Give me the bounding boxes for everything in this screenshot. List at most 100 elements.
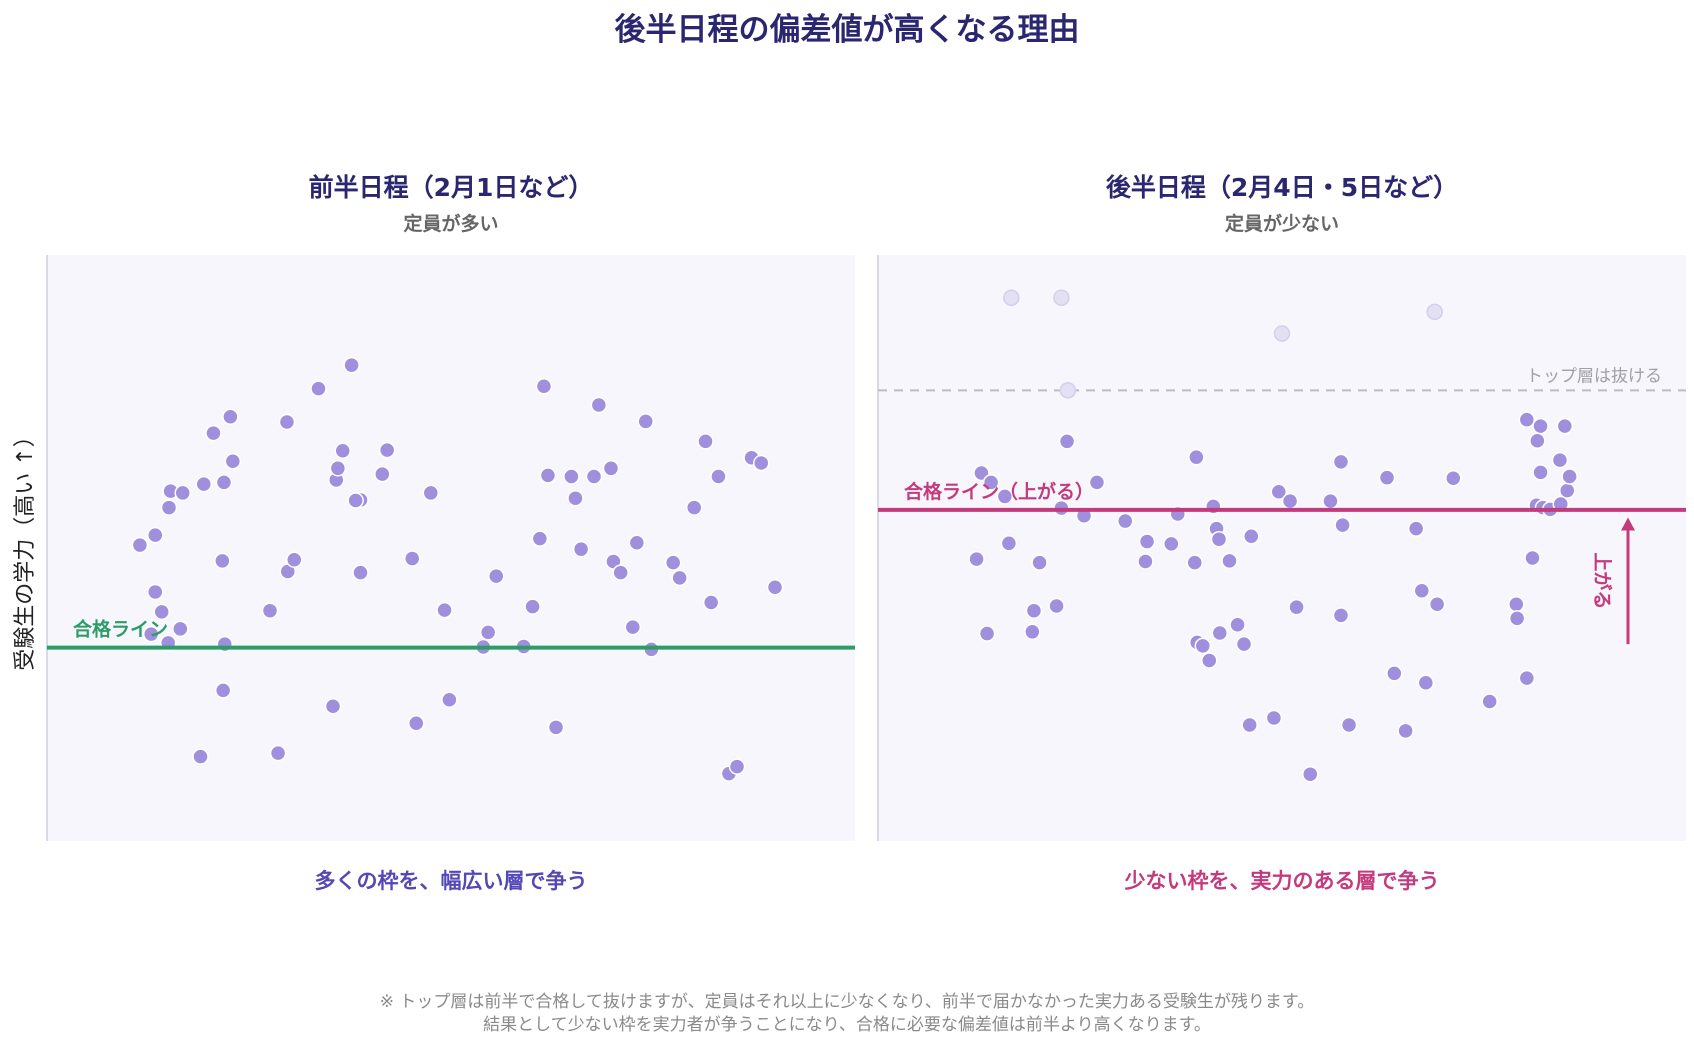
data-point bbox=[602, 460, 620, 477]
data-point bbox=[1386, 665, 1403, 682]
data-point bbox=[310, 380, 327, 397]
panel-late-pass-label: 合格ライン（上がる） bbox=[904, 480, 1094, 503]
panel-late-plot-area bbox=[878, 255, 1686, 841]
panel-early-pass-label: 合格ライン bbox=[73, 618, 168, 641]
data-point bbox=[1524, 549, 1541, 567]
data-point bbox=[1221, 552, 1238, 570]
data-point bbox=[1000, 535, 1018, 552]
data-point bbox=[702, 594, 720, 611]
data-point bbox=[637, 413, 654, 430]
data-point bbox=[403, 550, 421, 567]
data-point bbox=[1048, 597, 1065, 615]
data-point bbox=[343, 356, 360, 374]
panel-early: 前半日程（2月1日など） 定員が多い 合格ライン 多くの枠を、幅広い層で争う bbox=[46, 173, 855, 893]
footnote-line-1: ※ トップ層は前半で合格して抜けますが、定員はそれ以上に少なくなり、前半で届かな… bbox=[380, 992, 1314, 1012]
data-point bbox=[224, 453, 242, 470]
data-point bbox=[1518, 411, 1536, 428]
data-point bbox=[192, 748, 209, 765]
data-point bbox=[664, 554, 682, 571]
faded-data-point bbox=[1273, 325, 1291, 342]
data-point bbox=[214, 552, 231, 570]
faded-data-point bbox=[1059, 382, 1077, 399]
panel-early-plot-area bbox=[47, 255, 855, 841]
panel-late-subtitle: 定員が少ない bbox=[1225, 212, 1339, 235]
data-point bbox=[334, 442, 351, 459]
data-point bbox=[1031, 554, 1048, 571]
panel-early-caption: 多くの枠を、幅広い層で争う bbox=[315, 869, 588, 893]
footnote-line-2: 結果として少ない枠を実力者が争うことになり、合格に必要な偏差値は前半より高くなり… bbox=[483, 1015, 1211, 1035]
data-point bbox=[1137, 553, 1154, 570]
main-title: 後半日程の偏差値が高くなる理由 bbox=[615, 12, 1080, 48]
data-point bbox=[1138, 533, 1156, 550]
data-point bbox=[1163, 535, 1180, 553]
data-point bbox=[978, 625, 996, 642]
data-point bbox=[535, 378, 553, 395]
data-point bbox=[436, 601, 453, 619]
data-point bbox=[1243, 528, 1260, 545]
data-point bbox=[1235, 635, 1253, 653]
data-point bbox=[1561, 468, 1578, 485]
data-point bbox=[1508, 596, 1525, 613]
panel-late-top-label: トップ層は抜ける bbox=[1526, 366, 1662, 386]
data-point bbox=[628, 534, 646, 551]
data-point bbox=[1508, 610, 1526, 627]
panel-early-subtitle: 定員が多い bbox=[403, 212, 498, 235]
panel-late-caption: 少ない枠を、実力のある層で争う bbox=[1124, 869, 1440, 893]
data-point bbox=[1211, 624, 1229, 642]
faded-data-point bbox=[1426, 303, 1443, 321]
data-point bbox=[624, 618, 642, 636]
data-point bbox=[1025, 602, 1043, 619]
data-point bbox=[539, 467, 557, 484]
panel-late-dots bbox=[968, 411, 1578, 783]
y-axis-label: 受験生の学力（高い ↑） bbox=[13, 425, 38, 670]
data-point bbox=[174, 484, 191, 502]
data-point bbox=[968, 550, 985, 568]
data-point bbox=[1288, 598, 1305, 616]
data-point bbox=[1417, 674, 1435, 692]
data-point bbox=[563, 468, 580, 485]
data-point bbox=[408, 714, 425, 732]
data-point bbox=[261, 602, 279, 619]
data-point bbox=[996, 488, 1014, 505]
data-point bbox=[205, 424, 222, 442]
data-point bbox=[1270, 483, 1288, 500]
data-point bbox=[1378, 469, 1396, 486]
data-point bbox=[374, 465, 391, 483]
data-point bbox=[1558, 482, 1576, 499]
data-point bbox=[1413, 582, 1431, 600]
data-point bbox=[1116, 512, 1134, 530]
data-point bbox=[585, 468, 603, 485]
data-point bbox=[590, 396, 608, 414]
data-point bbox=[1088, 474, 1106, 491]
data-point bbox=[671, 569, 688, 587]
data-point bbox=[572, 540, 590, 558]
data-point bbox=[278, 413, 296, 431]
data-point bbox=[1241, 716, 1258, 734]
faded-data-point bbox=[1003, 289, 1020, 307]
data-point bbox=[215, 474, 233, 491]
data-point bbox=[1532, 417, 1549, 435]
data-point bbox=[710, 468, 727, 485]
data-point bbox=[147, 526, 164, 544]
panel-late-arrow-label: 上がる bbox=[1591, 552, 1614, 609]
data-point bbox=[222, 408, 239, 425]
data-point bbox=[131, 536, 149, 554]
data-point bbox=[1551, 451, 1569, 469]
data-point bbox=[147, 583, 164, 601]
data-point bbox=[1445, 470, 1462, 487]
data-point bbox=[1556, 417, 1574, 435]
panel-early-title: 前半日程（2月1日など） bbox=[309, 173, 594, 202]
faded-data-point bbox=[1053, 289, 1070, 307]
data-point bbox=[324, 697, 342, 715]
data-point bbox=[1229, 616, 1246, 634]
data-point bbox=[347, 492, 364, 509]
data-point bbox=[1058, 433, 1076, 450]
data-point bbox=[1428, 596, 1446, 613]
data-point bbox=[153, 603, 170, 621]
data-point bbox=[697, 433, 714, 450]
data-point bbox=[547, 719, 565, 736]
data-point bbox=[195, 475, 213, 493]
data-point bbox=[1397, 722, 1414, 740]
data-point bbox=[1210, 530, 1228, 548]
data-point bbox=[1265, 709, 1283, 727]
